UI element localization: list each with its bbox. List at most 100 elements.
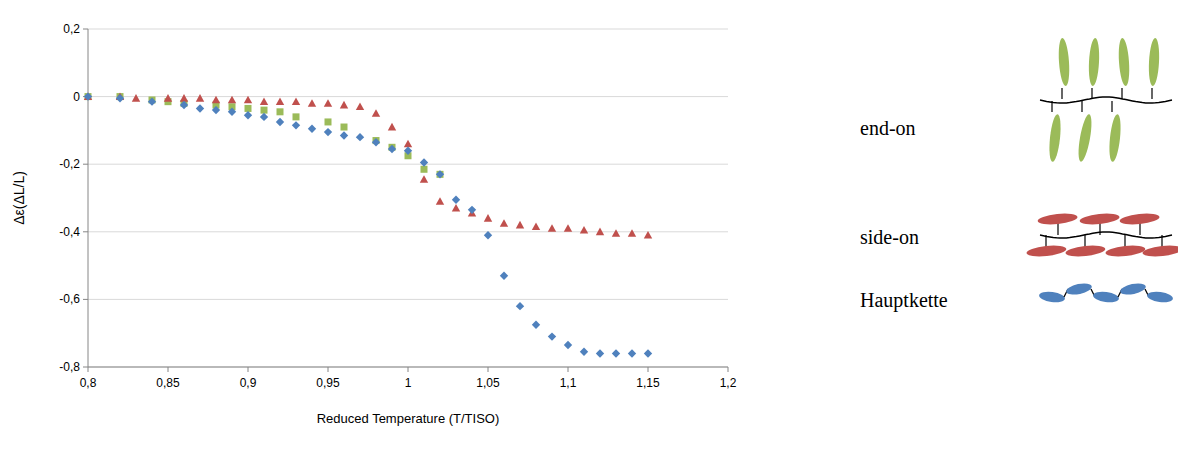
point — [196, 94, 204, 102]
point — [164, 94, 172, 102]
point — [484, 231, 492, 239]
point — [356, 133, 364, 141]
spacer — [1091, 88, 1092, 99]
point — [325, 118, 332, 125]
y-tick — [83, 29, 88, 30]
mesogen — [1092, 290, 1119, 304]
spacer — [1124, 235, 1125, 247]
point — [516, 302, 524, 310]
point — [452, 195, 460, 203]
legend-label: Hauptkette — [860, 289, 948, 312]
point — [276, 118, 284, 126]
spacer — [1045, 235, 1046, 247]
spacer — [1151, 88, 1152, 99]
point — [292, 97, 300, 105]
point — [308, 125, 316, 133]
point — [628, 349, 636, 357]
y-tick-label: 0,2 — [63, 22, 80, 36]
x-tick — [88, 367, 89, 372]
grid-line — [88, 299, 728, 300]
point — [532, 321, 540, 329]
mesogen — [1026, 244, 1067, 258]
point — [356, 103, 364, 111]
mesogen — [1065, 244, 1106, 258]
point — [420, 175, 428, 183]
mesogen — [1037, 212, 1078, 226]
point — [612, 229, 620, 237]
point — [437, 171, 444, 178]
x-tick-label: 1,1 — [560, 376, 577, 390]
point — [436, 197, 444, 205]
spacer — [1081, 101, 1082, 112]
mesogen — [1108, 114, 1123, 163]
y-tick — [83, 299, 88, 300]
spacer — [1084, 235, 1085, 247]
point — [148, 97, 156, 105]
y-tick-label: -0,6 — [59, 292, 80, 306]
y-tick — [83, 231, 88, 232]
point — [500, 272, 508, 280]
mesogen — [1065, 281, 1093, 296]
mesogen — [1119, 281, 1147, 296]
point — [548, 332, 556, 340]
x-tick-label: 0,8 — [80, 376, 97, 390]
point — [132, 94, 140, 102]
point — [244, 96, 252, 104]
point — [180, 94, 188, 102]
legend-label: end-on — [860, 117, 916, 139]
x-tick — [568, 367, 569, 372]
point — [436, 170, 444, 178]
y-tick — [83, 164, 88, 165]
grid-line — [88, 164, 728, 165]
point — [484, 214, 492, 222]
point — [340, 131, 348, 139]
point — [341, 124, 348, 131]
point — [276, 97, 284, 105]
point — [293, 113, 300, 120]
spacer — [1099, 223, 1100, 235]
point — [260, 97, 268, 105]
x-tick-label: 1,2 — [720, 376, 737, 390]
point — [644, 231, 652, 239]
point — [228, 96, 236, 104]
mesogen — [1079, 212, 1120, 226]
point — [85, 93, 92, 100]
point — [564, 224, 572, 232]
point — [628, 229, 636, 237]
x-tick — [168, 367, 169, 372]
point — [532, 223, 540, 231]
series-2 — [84, 92, 652, 357]
mesogen — [1142, 244, 1178, 258]
point — [388, 123, 396, 131]
y-tick-label: -0,4 — [59, 225, 80, 239]
legend-entry: Hauptkette — [860, 281, 1174, 312]
point — [324, 99, 332, 107]
point — [500, 219, 508, 227]
point — [468, 206, 476, 214]
figure: -0,8-0,6-0,4-0,200,20,80,850,90,9511,051… — [0, 0, 1178, 450]
point — [228, 108, 236, 116]
y-axis — [88, 29, 89, 367]
mesogen — [1057, 38, 1070, 87]
x-tick-label: 1 — [405, 376, 412, 390]
mesogen — [1076, 113, 1094, 162]
mesogen — [1088, 38, 1100, 86]
point — [308, 99, 316, 107]
spacer — [1111, 101, 1112, 112]
series-1 — [84, 92, 652, 238]
spacer — [1121, 88, 1122, 99]
plot-area — [84, 92, 652, 357]
spacer — [1051, 101, 1052, 112]
spacer — [1061, 88, 1062, 99]
legend-entry: end-on — [860, 38, 1172, 163]
series-0 — [85, 93, 444, 178]
y-tick-label: 0 — [73, 90, 80, 104]
point — [421, 166, 428, 173]
point — [420, 158, 428, 166]
mesogen — [1038, 290, 1065, 304]
point — [245, 105, 252, 112]
mesogen — [1105, 244, 1146, 258]
point — [516, 221, 524, 229]
point — [260, 113, 268, 121]
legend-entry: side-on — [860, 212, 1178, 258]
